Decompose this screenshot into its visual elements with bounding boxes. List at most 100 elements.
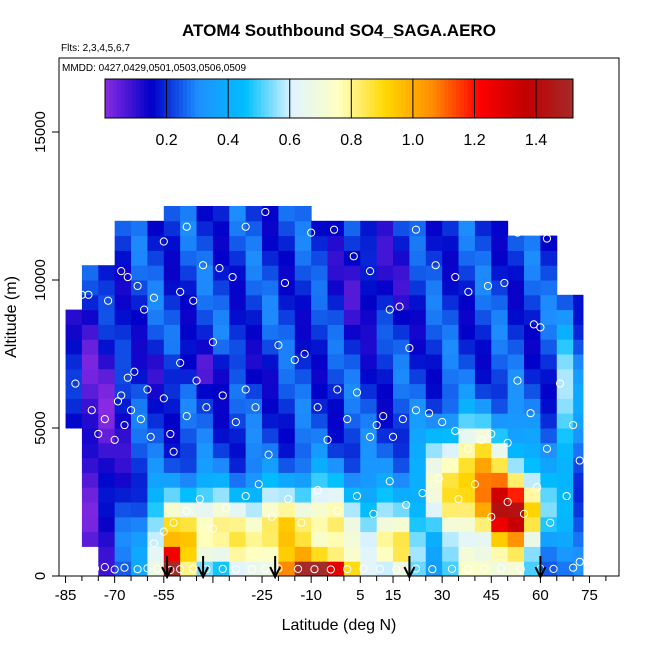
colorbar-segment bbox=[428, 79, 433, 118]
colorbar-segment bbox=[276, 79, 281, 118]
chart-title: ATOM4 Southbound SO4_SAGA.AERO bbox=[182, 21, 496, 40]
heatmap-cell bbox=[442, 294, 460, 311]
heatmap-cell bbox=[229, 413, 247, 429]
heatmap-cell bbox=[458, 250, 476, 266]
observation-point bbox=[411, 406, 421, 415]
heatmap-cell bbox=[163, 531, 181, 547]
heatmap-cell bbox=[147, 324, 165, 340]
colorbar-segment bbox=[491, 79, 496, 118]
heatmap-cell bbox=[524, 546, 541, 562]
observation-point bbox=[366, 432, 375, 441]
colorbar-tick-label: 1.0 bbox=[402, 132, 424, 149]
observation-point bbox=[159, 527, 168, 536]
heatmap-cell bbox=[376, 250, 394, 266]
heatmap-cell bbox=[229, 442, 247, 459]
heatmap-cell bbox=[458, 457, 476, 473]
heatmap-cell bbox=[98, 502, 116, 518]
colorbar-segment bbox=[537, 79, 543, 118]
heatmap-cell bbox=[229, 383, 247, 399]
heatmap-cell bbox=[343, 428, 361, 444]
heatmap-cell bbox=[573, 472, 584, 488]
heatmap-cell bbox=[376, 235, 394, 251]
observation-point bbox=[218, 391, 227, 400]
colorbar-segment bbox=[397, 79, 402, 118]
heatmap-cell bbox=[196, 250, 214, 266]
colorbar-segment bbox=[335, 79, 340, 118]
observation-point bbox=[398, 415, 407, 424]
heatmap-cell bbox=[163, 383, 181, 399]
heatmap-cell bbox=[163, 472, 181, 488]
heatmap-cell bbox=[327, 413, 345, 429]
heatmap-cell bbox=[229, 294, 247, 311]
heatmap-cell bbox=[474, 487, 492, 503]
y-tick-label: 5000 bbox=[32, 411, 49, 444]
colorbar-segment bbox=[311, 79, 316, 118]
heatmap-cell bbox=[507, 250, 525, 266]
colorbar-segment bbox=[362, 79, 367, 118]
heatmap-cell bbox=[425, 250, 443, 266]
heatmap-cell bbox=[245, 280, 263, 296]
heatmap-cell bbox=[507, 354, 525, 370]
heatmap-cell bbox=[262, 368, 279, 385]
heatmap-cell bbox=[360, 354, 378, 370]
heatmap-cell bbox=[474, 324, 492, 340]
heatmap-cell bbox=[65, 309, 83, 325]
observation-point bbox=[424, 409, 434, 418]
colorbar-segment bbox=[409, 79, 414, 118]
heatmap-cell bbox=[131, 546, 148, 562]
colorbar-tick-label: 0.4 bbox=[217, 132, 239, 149]
heatmap-cell bbox=[409, 546, 427, 562]
heatmap-cell bbox=[131, 294, 148, 311]
heatmap-cell bbox=[376, 413, 394, 429]
observation-point bbox=[71, 379, 80, 388]
observation-point bbox=[451, 272, 460, 282]
heatmap-cell bbox=[393, 220, 410, 237]
heatmap-cell bbox=[147, 294, 165, 311]
colorbar-segment bbox=[565, 79, 570, 118]
observation-point bbox=[385, 305, 394, 314]
heatmap-cell bbox=[180, 265, 198, 281]
heatmap-cell bbox=[114, 428, 132, 444]
observation-point bbox=[143, 385, 152, 394]
heatmap-cell bbox=[491, 280, 509, 296]
heatmap-cell bbox=[540, 428, 558, 444]
observation-point bbox=[352, 491, 362, 501]
heatmap-cell bbox=[442, 339, 460, 355]
heatmap-cell bbox=[442, 250, 460, 266]
colorbar-segment bbox=[292, 79, 297, 118]
heatmap-cell bbox=[327, 531, 345, 547]
heatmap-cell bbox=[556, 472, 574, 488]
heatmap-cell bbox=[245, 561, 263, 577]
heatmap-cell bbox=[180, 457, 198, 473]
heatmap-cell bbox=[458, 309, 476, 325]
heatmap-cell bbox=[524, 265, 541, 281]
colorbar-segment bbox=[319, 79, 324, 118]
colorbar-segment bbox=[280, 79, 285, 118]
heatmap-cell bbox=[196, 487, 214, 503]
x-tick-label: 60 bbox=[532, 587, 549, 604]
heatmap-cell bbox=[360, 502, 378, 518]
colorbar-segment bbox=[569, 79, 574, 118]
observation-point bbox=[500, 278, 509, 288]
heatmap-cell bbox=[114, 442, 132, 459]
observation-point bbox=[503, 497, 512, 507]
heatmap-cell bbox=[98, 398, 116, 414]
heatmap-cell bbox=[147, 561, 165, 577]
heatmap-cell bbox=[294, 294, 312, 311]
heatmap-cell bbox=[245, 265, 263, 281]
heatmap-cell bbox=[196, 383, 214, 399]
heatmap-cell bbox=[393, 442, 410, 459]
observation-point bbox=[369, 509, 378, 518]
heatmap-cell bbox=[573, 502, 584, 518]
heatmap-cell bbox=[474, 368, 492, 385]
heatmap-cell bbox=[376, 457, 394, 473]
heatmap-cell bbox=[360, 428, 378, 444]
observation-point bbox=[169, 518, 178, 527]
observation-point bbox=[176, 565, 185, 574]
observation-point bbox=[569, 563, 578, 572]
dates-label: MMDD: 0427,0429,0501,0503,0506,0509 bbox=[62, 63, 246, 74]
heatmap-cell bbox=[229, 546, 247, 562]
heatmap-cell bbox=[212, 294, 230, 311]
heatmap-cell bbox=[212, 220, 230, 237]
